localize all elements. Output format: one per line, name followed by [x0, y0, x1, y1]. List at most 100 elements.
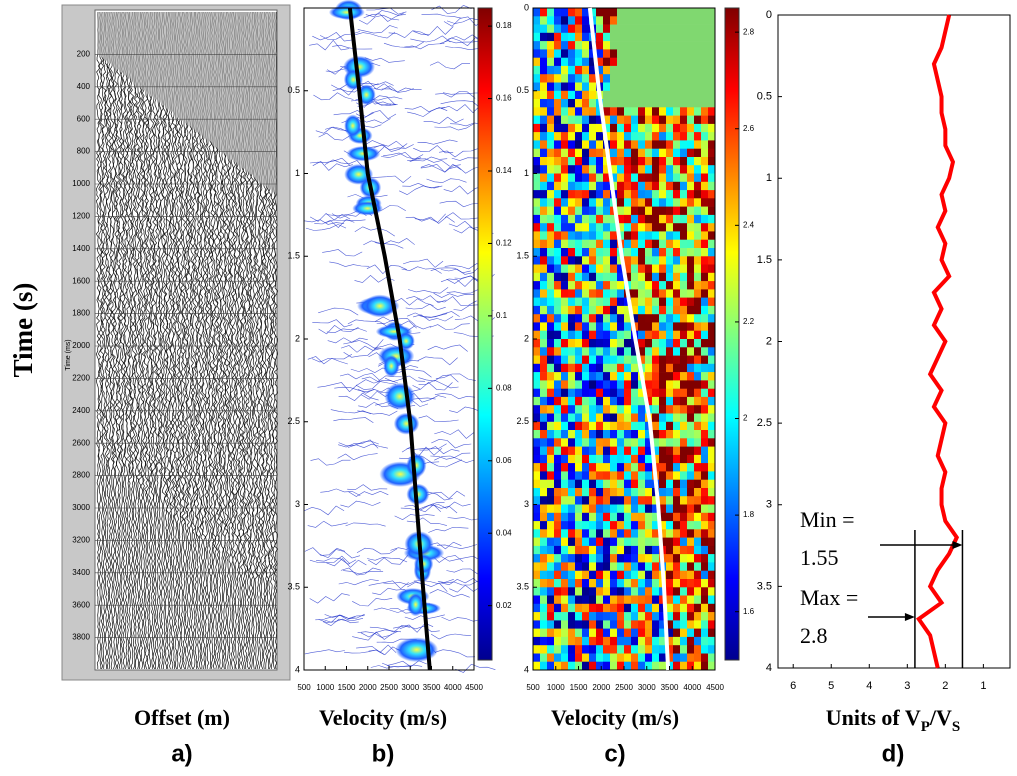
cell — [680, 32, 688, 42]
cell — [561, 355, 569, 365]
cell — [589, 579, 597, 588]
cell — [533, 380, 541, 389]
trace — [197, 11, 203, 670]
cell — [575, 24, 583, 34]
cell — [708, 421, 716, 431]
cell — [645, 181, 653, 191]
cell — [631, 537, 639, 547]
cell — [638, 479, 646, 489]
contour — [304, 219, 345, 225]
y-tick-label: 0 — [766, 9, 772, 21]
cell — [617, 322, 625, 331]
cell — [617, 512, 625, 522]
trace — [231, 12, 237, 669]
cell — [603, 181, 611, 191]
cell — [624, 636, 632, 646]
cell — [561, 132, 569, 141]
contour — [441, 555, 482, 562]
cell — [708, 363, 716, 373]
cell — [554, 107, 562, 116]
contour — [371, 175, 412, 183]
cell — [582, 16, 590, 25]
cell — [533, 595, 541, 605]
cell — [610, 372, 618, 381]
cell — [617, 198, 625, 207]
cell — [666, 132, 674, 141]
cell — [533, 529, 541, 538]
contour — [433, 292, 474, 298]
cell — [694, 521, 702, 530]
cell — [568, 239, 576, 249]
cell — [645, 545, 653, 555]
cell — [659, 223, 667, 232]
contour — [369, 624, 410, 633]
cell — [631, 289, 639, 298]
cell — [652, 214, 660, 224]
cell — [554, 297, 562, 307]
contour — [412, 382, 453, 391]
cell — [666, 554, 674, 563]
cell — [617, 330, 625, 340]
contour — [343, 348, 384, 358]
cell — [554, 90, 562, 100]
trace — [109, 11, 115, 670]
cell — [617, 8, 625, 17]
cell — [673, 512, 681, 522]
cell — [554, 355, 562, 365]
trace — [259, 11, 265, 670]
trace — [185, 11, 191, 670]
cell — [603, 165, 611, 174]
cell — [589, 272, 597, 282]
cell — [631, 198, 639, 207]
cell — [547, 347, 555, 356]
cell — [631, 396, 639, 406]
cell — [701, 471, 709, 480]
cell — [659, 479, 667, 489]
cell — [589, 297, 597, 307]
colorbar-tick-label: 0.18 — [496, 21, 512, 30]
cell — [694, 603, 702, 613]
cell — [582, 314, 590, 323]
cell — [638, 438, 646, 447]
cell — [631, 181, 639, 191]
contour — [429, 61, 470, 70]
cell — [589, 248, 597, 257]
cell — [624, 504, 632, 514]
cell — [533, 579, 541, 588]
cell — [666, 140, 674, 149]
cell — [624, 430, 632, 439]
cell — [673, 256, 681, 265]
cell — [645, 620, 653, 629]
cell — [673, 421, 681, 431]
cell — [694, 132, 702, 141]
cell — [568, 405, 576, 414]
cell — [645, 148, 653, 158]
cell — [603, 603, 611, 613]
cell — [652, 305, 660, 315]
contour — [310, 458, 351, 466]
cell — [561, 49, 569, 58]
cell — [687, 314, 695, 323]
cell — [603, 239, 611, 249]
cell — [701, 65, 709, 75]
cell — [631, 123, 639, 133]
cell — [582, 579, 590, 588]
cell — [561, 148, 569, 158]
cell — [533, 214, 541, 224]
cell — [540, 603, 548, 613]
cell — [673, 74, 681, 83]
cell — [568, 140, 576, 149]
cell — [610, 554, 618, 563]
cell — [603, 231, 611, 240]
cell — [673, 49, 681, 58]
cell — [589, 231, 597, 240]
cell — [694, 24, 702, 34]
cell — [680, 595, 688, 605]
cell — [596, 256, 604, 265]
cell — [568, 396, 576, 406]
cell — [652, 198, 660, 207]
cell — [540, 636, 548, 646]
cell — [610, 90, 618, 100]
cell — [673, 90, 681, 100]
cell — [603, 57, 611, 67]
